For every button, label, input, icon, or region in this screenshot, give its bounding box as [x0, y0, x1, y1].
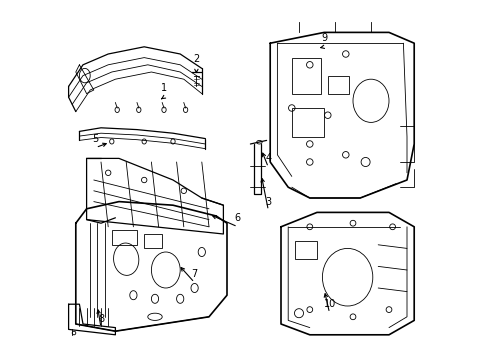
Text: 2: 2 [193, 54, 199, 64]
Text: 6: 6 [235, 213, 241, 223]
Text: 7: 7 [192, 269, 198, 279]
Text: 10: 10 [323, 299, 336, 309]
Text: 3: 3 [266, 197, 271, 207]
Text: 5: 5 [93, 134, 98, 144]
Text: 4: 4 [266, 153, 271, 163]
Text: 8: 8 [98, 314, 104, 324]
Text: 1: 1 [161, 83, 167, 93]
Text: 9: 9 [321, 33, 327, 43]
